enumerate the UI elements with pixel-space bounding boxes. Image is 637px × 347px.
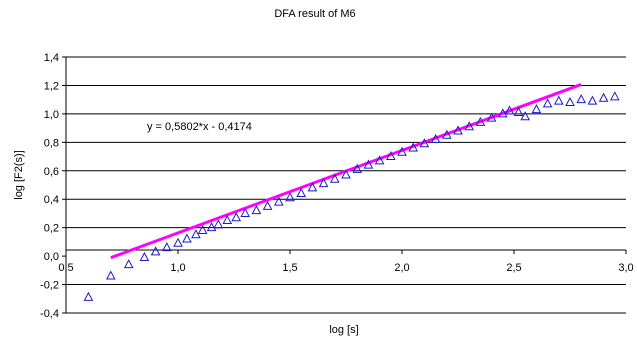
data-point [363, 159, 374, 169]
y-tick-label: 0,6 [44, 166, 59, 178]
data-point [173, 237, 183, 247]
data-point [262, 200, 273, 210]
x-tick-label: 1,5 [282, 262, 297, 274]
data-point [150, 246, 161, 256]
data-point [222, 214, 233, 225]
data-point [453, 125, 463, 135]
data-point [598, 92, 609, 102]
y-tick-label: -0,2 [40, 280, 59, 292]
y-tick-label: 1,0 [44, 109, 59, 121]
y-tick-label: 0,4 [44, 194, 59, 206]
y-tick-label: 0,0 [44, 251, 59, 263]
data-points [83, 91, 620, 301]
y-tick-labels: -0,4 -0,2 0,0 0,2 0,4 0,6 0,8 1,0 1,2 1,4 [40, 52, 59, 320]
data-point [182, 233, 192, 243]
y-axis-label: log [F2(s)] [13, 150, 25, 200]
data-point [430, 133, 441, 143]
data-point [352, 163, 363, 173]
data-point [497, 108, 508, 118]
data-point [206, 222, 217, 232]
data-point [213, 219, 224, 229]
data-point [553, 95, 564, 105]
x-tick-labels: 0,5 1,0 1,5 2,0 2,5 3,0 [58, 262, 633, 274]
data-point [419, 138, 430, 148]
data-point [307, 182, 318, 192]
data-point [296, 187, 307, 198]
data-point [191, 229, 201, 239]
data-point [408, 142, 419, 152]
data-point [273, 196, 284, 206]
data-point [341, 169, 351, 179]
data-point [609, 91, 620, 101]
data-point [531, 104, 542, 114]
x-tick-label: 3,0 [618, 262, 633, 274]
data-point [105, 270, 116, 280]
axes [62, 56, 627, 314]
chart-title: DFA result of M6 [274, 8, 355, 20]
data-point [464, 121, 475, 131]
data-point [161, 242, 172, 252]
data-point [197, 224, 208, 235]
data-point [441, 129, 452, 139]
data-point [385, 150, 396, 161]
data-point [513, 106, 524, 116]
y-tick-label: 0,2 [44, 223, 59, 235]
data-point [285, 192, 295, 202]
data-point [397, 146, 407, 156]
data-point [123, 259, 134, 269]
data-point [475, 116, 486, 126]
data-point [565, 96, 575, 107]
data-point [240, 207, 251, 217]
data-point [576, 94, 587, 104]
data-point [520, 111, 531, 121]
data-point [251, 205, 262, 215]
data-point [504, 105, 515, 115]
data-point [329, 173, 340, 183]
data-point [139, 251, 150, 262]
data-point [587, 95, 598, 105]
y-tick-label: 1,2 [44, 80, 59, 92]
x-tick-label: 2,0 [394, 262, 409, 274]
data-point [542, 98, 553, 108]
x-tick-label: 1,0 [170, 262, 185, 274]
x-tick-label: 0,5 [58, 262, 73, 274]
x-axis-label: log [s] [329, 324, 358, 336]
data-point [83, 291, 94, 301]
data-point [486, 112, 497, 122]
fit-equation: y = 0,5802*x - 0,4174 [147, 121, 252, 133]
y-tick-label: 1,4 [44, 52, 59, 64]
data-point [231, 212, 242, 222]
data-point [318, 178, 329, 188]
y-tick-label: 0,8 [44, 137, 59, 149]
y-tick-label: -0,4 [40, 308, 59, 320]
data-point [374, 155, 385, 165]
x-tick-label: 2,5 [506, 262, 521, 274]
gridlines [66, 56, 626, 314]
